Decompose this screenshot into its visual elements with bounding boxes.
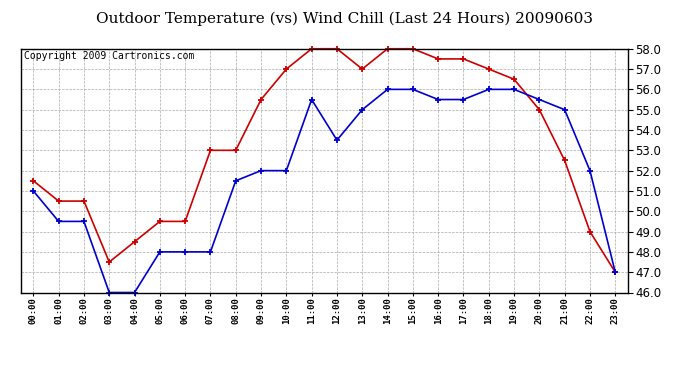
Text: Outdoor Temperature (vs) Wind Chill (Last 24 Hours) 20090603: Outdoor Temperature (vs) Wind Chill (Las… [97,11,593,26]
Text: Copyright 2009 Cartronics.com: Copyright 2009 Cartronics.com [23,51,194,61]
